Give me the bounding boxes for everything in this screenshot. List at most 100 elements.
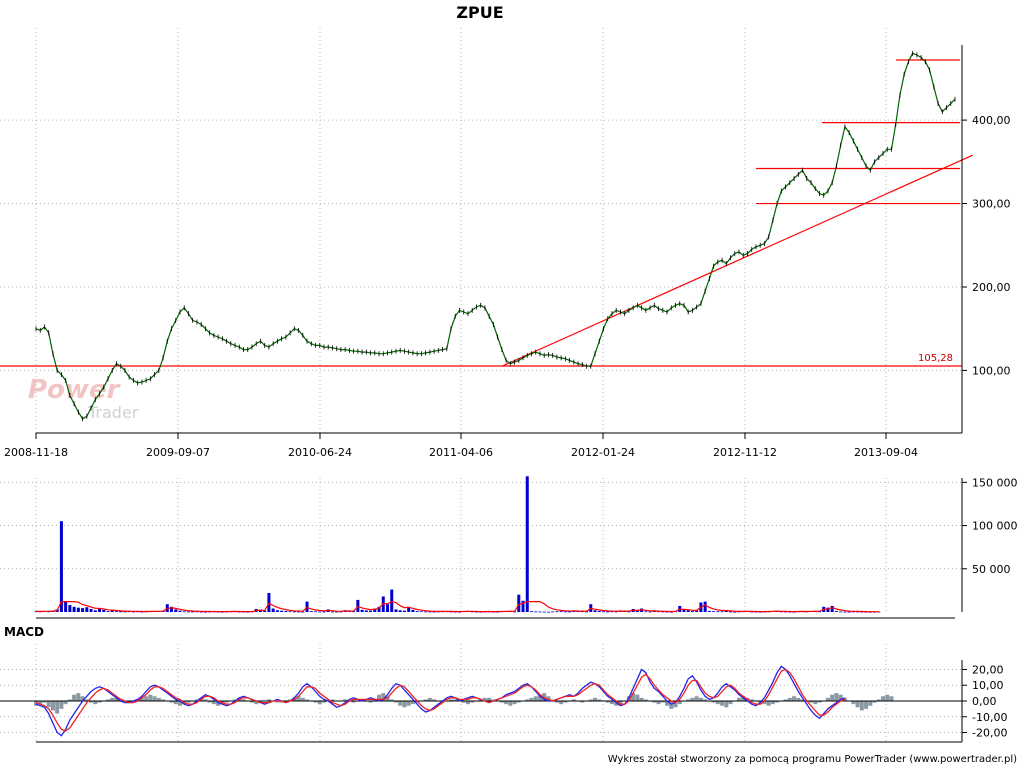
macd-histogram-bar	[59, 701, 64, 709]
volume-bar	[563, 611, 567, 613]
macd-histogram-bar	[529, 697, 534, 701]
volume-bar	[733, 611, 737, 613]
date-axis: 2008-11-18 2009-09-07 2010-06-24 2011-04-06…	[4, 433, 918, 459]
macd-histogram-bar	[817, 701, 822, 703]
volume-bar	[716, 611, 720, 613]
macd-histogram-bar	[834, 693, 839, 701]
macd-line	[35, 665, 846, 737]
volume-bar	[661, 611, 665, 613]
macd-histogram-bar	[389, 699, 394, 701]
volume-bar	[720, 611, 724, 613]
macd-histogram-bar	[152, 696, 157, 701]
volume-bar	[85, 607, 89, 612]
volume-bar	[826, 607, 830, 612]
volume-bar	[72, 606, 76, 612]
macd-histogram-bar	[144, 696, 149, 701]
volume-bar	[93, 610, 97, 612]
volume-bar	[559, 611, 563, 612]
macd-histogram-bar	[80, 696, 85, 701]
macd-histogram-bar	[593, 697, 598, 701]
price-y-tick-label: 300,00	[972, 198, 1011, 211]
volume-bar	[601, 611, 605, 613]
macd-histogram-bar	[571, 699, 576, 701]
macd-histogram-bar	[703, 699, 708, 701]
macd-histogram-bar	[605, 701, 610, 703]
volume-bar	[106, 611, 110, 612]
macd-histogram-bar	[110, 697, 115, 701]
macd-histogram-bar	[609, 701, 614, 705]
macd-histogram-bar	[50, 701, 55, 711]
volume-bar	[555, 611, 559, 613]
macd-histogram-bar	[410, 701, 415, 705]
volume-bar	[131, 611, 135, 613]
volume-grid	[0, 478, 962, 612]
volume-bar	[364, 610, 368, 612]
macd-histogram-bar	[563, 701, 568, 703]
macd-histogram-bar	[372, 699, 377, 701]
macd-histogram-bar	[224, 701, 229, 703]
macd-histogram-bar	[423, 699, 428, 701]
macd-histogram-bar	[851, 701, 856, 705]
footer-credit: Wykres został stworzony za pomocą progra…	[608, 754, 1017, 765]
volume-bar	[263, 610, 267, 612]
volume-bar	[335, 611, 339, 613]
volume-bar	[280, 610, 284, 612]
macd-histogram-bar	[38, 701, 43, 705]
date-tick-label: 2013-09-04	[854, 446, 918, 459]
volume-marks	[34, 476, 881, 613]
chart-title: ZPUE	[456, 3, 503, 22]
macd-histogram-bar	[275, 701, 280, 703]
macd-histogram-bar	[876, 699, 881, 701]
macd-histogram-bar	[677, 701, 682, 705]
volume-bar	[394, 609, 398, 612]
watermark-logo: Power	[28, 375, 122, 405]
price-series-line	[35, 52, 956, 420]
macd-histogram-bar	[525, 699, 530, 701]
volume-bar	[521, 600, 525, 612]
date-tick-label: 2010-06-24	[288, 446, 352, 459]
volume-bar	[284, 610, 288, 612]
volume-bar	[356, 599, 360, 612]
volume-bar	[297, 611, 301, 613]
volume-bar	[174, 609, 178, 612]
volume-bar	[68, 605, 72, 612]
volume-bar	[377, 606, 381, 612]
volume-bar	[580, 611, 584, 613]
volume-bar	[834, 611, 838, 612]
macd-histogram-bar	[393, 701, 398, 703]
macd-histogram-bar	[643, 699, 648, 701]
volume-bar	[110, 610, 114, 612]
macd-histogram-bar	[499, 701, 504, 703]
volume-bar	[64, 601, 68, 612]
date-tick-label: 2009-09-07	[146, 446, 210, 459]
volume-bar	[724, 610, 728, 612]
volume-bar	[665, 611, 669, 613]
macd-histogram-bar	[885, 694, 890, 701]
macd-histogram-bar	[724, 701, 729, 708]
macd-histogram-bar	[317, 701, 322, 705]
macd-histogram-bar	[478, 699, 483, 701]
macd-histogram-bar	[597, 699, 602, 701]
volume-bar	[568, 611, 572, 613]
date-tick-label: 2012-11-12	[713, 446, 777, 459]
macd-y-tick-label: 10,00	[972, 679, 1004, 692]
macd-histogram-bar	[203, 699, 208, 701]
macd-histogram-bar	[97, 701, 102, 703]
macd-histogram-bar	[537, 694, 542, 701]
volume-y-tick-label: 100 000	[972, 520, 1018, 533]
macd-y-tick-label: 20,00	[972, 663, 1004, 676]
volume-bar	[402, 610, 406, 612]
volume-bar	[597, 610, 601, 612]
macd-histogram-bar	[351, 701, 356, 703]
volume-bar	[707, 610, 711, 612]
volume-bar	[669, 611, 673, 613]
volume-bar	[712, 611, 716, 613]
macd-histogram-bar	[504, 701, 509, 705]
macd-histogram-bar	[813, 701, 818, 705]
volume-bar	[390, 589, 394, 612]
macd-histogram-bar	[796, 697, 801, 701]
macd-histogram-bar	[618, 701, 623, 705]
volume-bar	[415, 611, 419, 612]
price-y-tick-label: 400,00	[972, 114, 1011, 127]
